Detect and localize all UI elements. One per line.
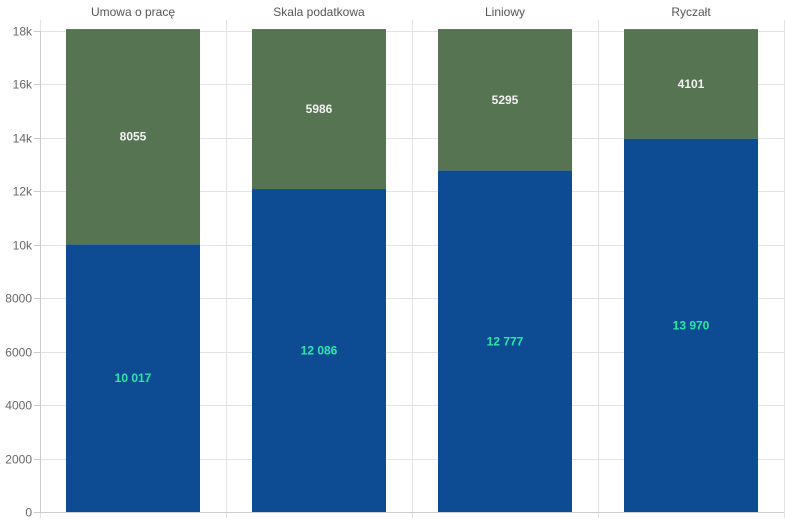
y-tick-label: 16k bbox=[13, 78, 33, 92]
data-label: 5986 bbox=[306, 102, 333, 116]
y-tick-label: 14k bbox=[13, 132, 33, 146]
y-tick-label: 10k bbox=[13, 239, 33, 253]
data-label: 4101 bbox=[678, 77, 705, 91]
y-tick-label: 12k bbox=[13, 185, 33, 199]
y-tick-label: 4000 bbox=[5, 399, 32, 413]
category-label: Liniowy bbox=[485, 5, 525, 19]
category-label: Skala podatkowa bbox=[273, 5, 365, 19]
y-tick-label: 8000 bbox=[5, 292, 32, 306]
bar-segment bbox=[66, 244, 200, 513]
bar-segment bbox=[66, 29, 200, 245]
category-label: Ryczałt bbox=[671, 5, 711, 19]
y-tick-label: 18k bbox=[13, 25, 33, 39]
bar-segment bbox=[624, 29, 758, 139]
data-label: 5295 bbox=[492, 93, 519, 107]
data-label: 12 086 bbox=[301, 344, 338, 358]
data-label: 8055 bbox=[120, 130, 147, 144]
data-label: 10 017 bbox=[115, 371, 152, 385]
bar-segment bbox=[624, 138, 758, 512]
y-tick-label: 2000 bbox=[5, 453, 32, 467]
category-label: Umowa o pracę bbox=[91, 5, 175, 19]
bar-segment bbox=[252, 29, 386, 190]
data-label: 12 777 bbox=[487, 334, 524, 348]
bar-segment bbox=[438, 170, 572, 512]
y-tick-label: 0 bbox=[25, 506, 32, 520]
y-tick-label: 6000 bbox=[5, 346, 32, 360]
data-label: 13 970 bbox=[673, 318, 710, 332]
bar-segment bbox=[252, 189, 386, 512]
bar-segment bbox=[438, 29, 572, 171]
